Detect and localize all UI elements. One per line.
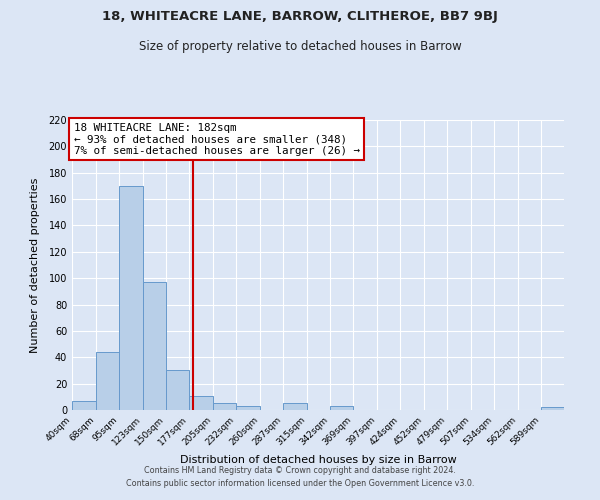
Bar — [330, 406, 353, 410]
Bar — [72, 401, 96, 410]
Text: Contains HM Land Registry data © Crown copyright and database right 2024.
Contai: Contains HM Land Registry data © Crown c… — [126, 466, 474, 487]
Text: Size of property relative to detached houses in Barrow: Size of property relative to detached ho… — [139, 40, 461, 53]
Text: 18 WHITEACRE LANE: 182sqm
← 93% of detached houses are smaller (348)
7% of semi-: 18 WHITEACRE LANE: 182sqm ← 93% of detac… — [74, 122, 360, 156]
Bar — [119, 186, 143, 410]
Bar — [541, 408, 564, 410]
Bar — [96, 352, 119, 410]
Bar — [213, 404, 236, 410]
Text: 18, WHITEACRE LANE, BARROW, CLITHEROE, BB7 9BJ: 18, WHITEACRE LANE, BARROW, CLITHEROE, B… — [102, 10, 498, 23]
Bar — [236, 406, 260, 410]
Bar — [143, 282, 166, 410]
Y-axis label: Number of detached properties: Number of detached properties — [30, 178, 40, 352]
Bar — [166, 370, 189, 410]
Bar — [283, 404, 307, 410]
X-axis label: Distribution of detached houses by size in Barrow: Distribution of detached houses by size … — [179, 456, 457, 466]
Bar — [189, 396, 213, 410]
